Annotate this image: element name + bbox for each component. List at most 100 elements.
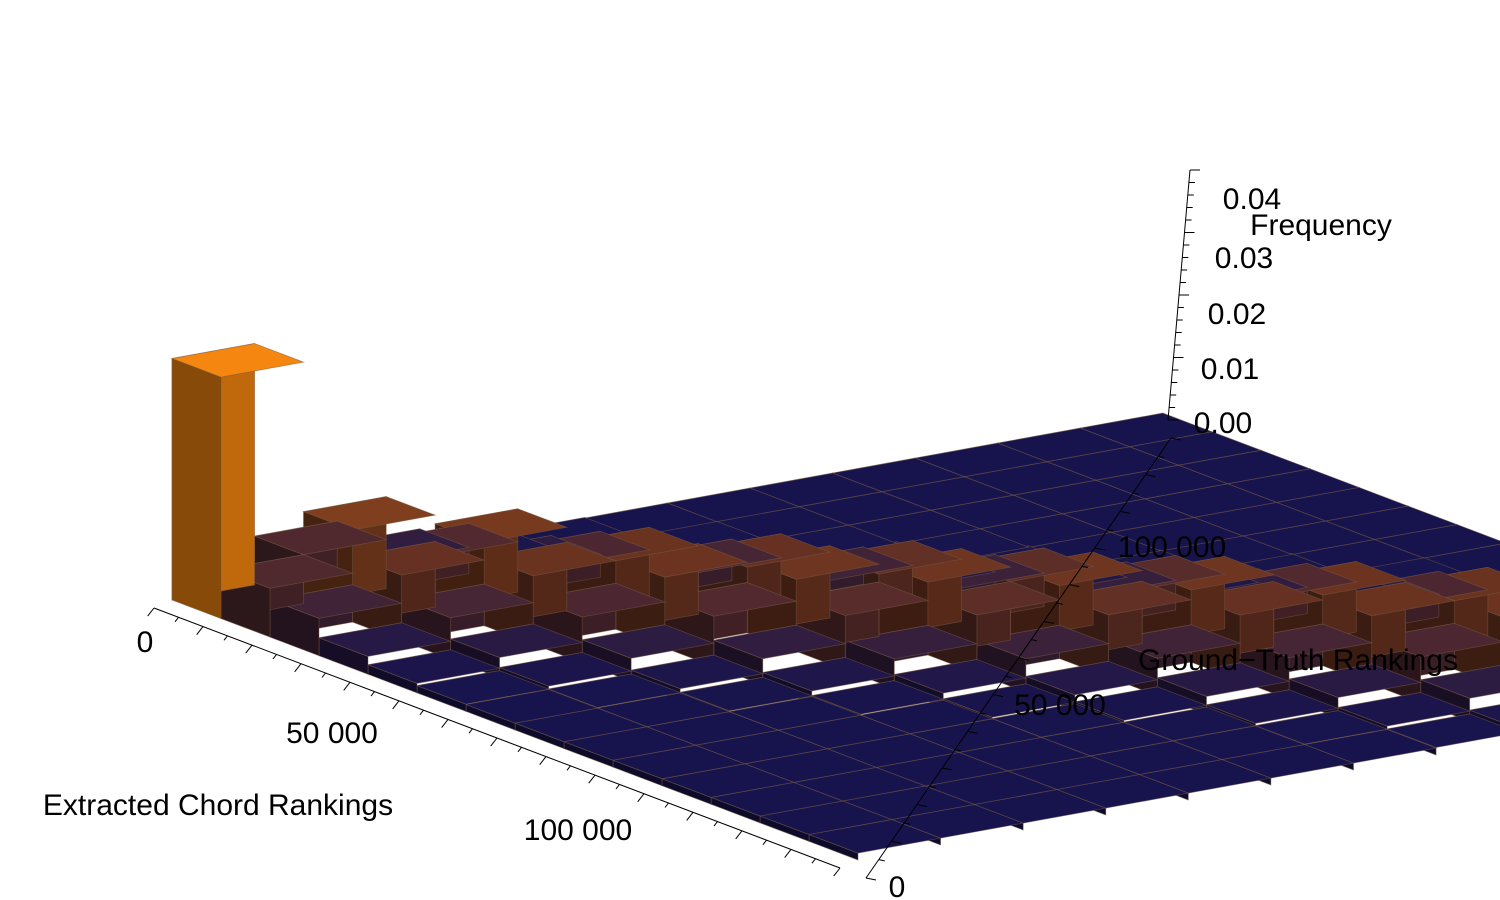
x-axis-tick <box>147 607 155 617</box>
bar-top <box>1024 660 1159 696</box>
x-tick-label-1: 50 000 <box>286 717 378 750</box>
x-axis-tick <box>223 635 228 641</box>
y-axis-tick <box>1170 437 1182 441</box>
bar-top <box>678 676 814 712</box>
bar-top <box>1468 704 1500 723</box>
bar-top <box>941 683 1077 718</box>
z-axis-title: Frequency <box>1250 209 1392 242</box>
bar-top <box>1419 664 1500 699</box>
x-axis-tick <box>637 793 645 803</box>
x-axis-tick <box>468 728 473 734</box>
x-axis-tick <box>588 774 596 784</box>
y-axis-tick <box>916 804 927 808</box>
y-tick-label-2: 100 000 <box>1118 531 1226 564</box>
bar-top <box>400 583 535 619</box>
x-axis-tick <box>294 663 302 673</box>
bar-side-front <box>171 357 222 620</box>
z-tick-label-1: 0.01 <box>1201 353 1259 386</box>
bar-top <box>1385 713 1500 748</box>
x-axis-tick <box>392 700 400 710</box>
x-tick-label-0: 0 <box>137 626 154 659</box>
y-axis-tick <box>1145 474 1156 478</box>
y-axis-tick <box>1056 602 1063 605</box>
x-axis-tick <box>686 811 694 821</box>
y-axis-tick <box>1031 639 1038 642</box>
bar-top <box>1107 624 1242 659</box>
x-axis-tick <box>784 849 792 858</box>
x-axis-title: Extracted Chord Rankings <box>43 789 393 822</box>
x-axis-tick <box>517 746 522 753</box>
x-axis-tick <box>174 616 179 623</box>
y-axis-tick <box>1081 565 1089 569</box>
bar-top <box>975 624 1110 660</box>
y-tick-label-0: 0 <box>889 871 906 900</box>
y-axis-tick <box>1069 584 1080 588</box>
x-axis-tick <box>664 802 669 808</box>
bar-top <box>712 624 847 660</box>
bar-top <box>449 623 584 658</box>
y-axis-tick <box>891 840 902 844</box>
bar-top <box>366 649 502 684</box>
y-axis-tick <box>954 749 962 752</box>
y-axis-tick <box>1005 675 1012 679</box>
bar-top <box>843 624 979 660</box>
y-axis-tick <box>942 767 953 771</box>
x-axis <box>147 607 841 877</box>
x-axis-tick <box>419 709 424 715</box>
y-axis-tick <box>865 877 877 881</box>
bar-top <box>1205 689 1340 724</box>
bar-top <box>253 520 388 556</box>
x-axis-tick <box>321 672 326 678</box>
y-axis-tick <box>980 712 987 715</box>
x-axis-tick <box>713 821 718 827</box>
bar-top <box>810 680 945 715</box>
bar-top <box>892 659 1028 694</box>
y-axis-tick <box>992 694 1004 698</box>
x-axis-tick <box>811 858 816 864</box>
x-axis-tick <box>490 737 498 747</box>
bar-top <box>268 584 404 619</box>
x-axis-tick <box>343 681 351 691</box>
x-axis-tick <box>735 830 743 840</box>
y-axis-tick <box>1107 529 1114 532</box>
x-axis-tick <box>833 867 841 877</box>
x-axis-tick <box>441 719 449 728</box>
z-tick-label-3: 0.03 <box>1215 242 1273 275</box>
bar-top <box>580 624 716 659</box>
x-axis-tick <box>539 756 547 765</box>
z-tick-label-2: 0.02 <box>1208 298 1266 331</box>
x-axis-tick <box>196 626 204 635</box>
bar-top <box>1336 692 1472 727</box>
y-axis-tick <box>1018 657 1029 661</box>
y-axis-tick <box>929 785 936 789</box>
x-axis-tick <box>566 765 571 771</box>
x-tick-label-2: 100 000 <box>524 814 632 847</box>
bar-top <box>629 654 765 690</box>
z-tick-label-0: 0.00 <box>1194 407 1252 440</box>
x-axis-tick <box>615 784 620 790</box>
y-axis-tick <box>1158 455 1165 459</box>
x-axis-tick <box>272 654 277 660</box>
y-axis-tick <box>904 822 911 825</box>
y-axis-tick <box>1094 547 1105 551</box>
bar-top <box>498 652 633 687</box>
bar-top <box>415 670 551 705</box>
y-tick-label-1: 50 000 <box>1014 689 1106 722</box>
bar-top <box>317 622 453 657</box>
bar-top <box>1156 662 1291 697</box>
x-axis-tick <box>370 691 375 697</box>
y-axis-tick <box>878 859 885 862</box>
y-axis-tick <box>1132 492 1139 495</box>
bar-top <box>1238 623 1374 659</box>
bar-top <box>1073 686 1208 721</box>
y-axis-tick <box>967 730 978 734</box>
y-axis-tick <box>1043 620 1055 624</box>
x-axis-tick <box>245 644 253 654</box>
z-tick-label-4: 0.04 <box>1223 183 1281 216</box>
bar-top <box>170 343 306 378</box>
y-axis-title: Ground−Truth Rankings <box>1138 644 1458 677</box>
y-axis-tick <box>1120 510 1131 514</box>
y-axis <box>865 437 1182 881</box>
x-axis-tick <box>762 839 767 845</box>
